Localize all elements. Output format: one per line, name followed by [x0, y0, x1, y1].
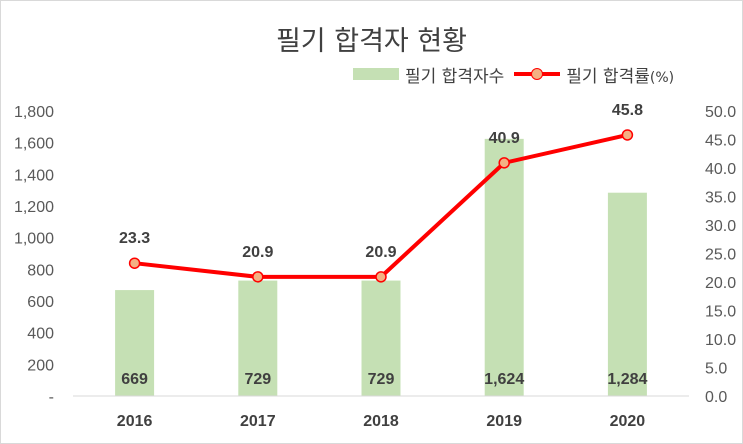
legend-item-bar: 필기 합격자수: [353, 62, 504, 87]
y-right-tick-label: 25.0: [705, 247, 736, 264]
rate-point-2019: [498, 157, 510, 169]
legend-line-swatch: [514, 67, 561, 81]
rate-data-label: 20.9: [365, 244, 396, 261]
y-left-tick-label: 1,600: [14, 136, 54, 153]
bar-data-label: 729: [368, 371, 395, 388]
y-left-tick-label: 1,000: [14, 231, 54, 248]
bar-2016: [115, 290, 155, 396]
legend-line-unit: (%): [649, 69, 675, 86]
y-right-tick-label: 30.0: [705, 218, 736, 235]
y-left-tick-label: -: [49, 389, 54, 406]
rate-data-label: 20.9: [242, 244, 273, 261]
rate-point-2017: [252, 271, 264, 283]
legend-line-label: 필기 합격률(%): [566, 62, 674, 87]
bar-data-label: 729: [244, 371, 271, 388]
x-tick-label: 2019: [486, 413, 522, 430]
bar-2018: [361, 280, 401, 396]
bar-data-label: 1,284: [607, 371, 647, 388]
rate-point-2018: [375, 271, 387, 283]
bar-data-label: 669: [121, 371, 148, 388]
x-tick-label: 2018: [363, 413, 399, 430]
y-left-tick-label: 400: [27, 326, 54, 343]
y-right-tick-label: 20.0: [705, 275, 736, 292]
y-left-tick-label: 1,200: [14, 199, 54, 216]
y-right-tick-label: 40.0: [705, 161, 736, 178]
legend-bar-label: 필기 합격자수: [405, 66, 505, 87]
rate-point-2016: [128, 257, 141, 269]
x-tick-label: 2017: [240, 413, 276, 430]
y-left-tick-label: 1,800: [14, 104, 54, 121]
chart-title: 필기 합격자 현황: [275, 26, 468, 57]
legend-item-line: 필기 합격률(%): [514, 62, 674, 87]
legend-bar-swatch: [353, 68, 399, 80]
x-tick-label: 2016: [117, 413, 153, 430]
bar-data-label: 1,624: [484, 371, 524, 388]
y-right-tick-label: 35.0: [705, 190, 736, 207]
y-right-tick-label: 50.0: [705, 104, 736, 121]
rate-data-label: 40.9: [489, 130, 520, 147]
y-right-tick-label: 0.0: [705, 389, 727, 406]
rate-point-2020: [621, 129, 634, 141]
rate-data-label: 45.8: [612, 102, 643, 119]
y-left-tick-label: 200: [27, 357, 54, 374]
y-right-tick-label: 45.0: [705, 133, 736, 150]
y-left-tick-label: 1,400: [14, 167, 54, 184]
x-tick-label: 2020: [610, 413, 646, 430]
y-right-tick-label: 10.0: [705, 332, 736, 349]
bar-2019: [484, 138, 524, 396]
chart-legend: 필기 합격자수 필기 합격률(%): [353, 62, 674, 87]
bar-2020: [607, 192, 647, 396]
y-right-tick-label: 15.0: [705, 304, 736, 321]
y-left-tick-label: 800: [27, 262, 54, 279]
rate-data-label: 23.3: [119, 230, 150, 247]
legend-line-name: 필기 합격률: [566, 66, 650, 87]
bar-2017: [238, 280, 278, 396]
y-right-tick-label: 5.0: [705, 361, 727, 378]
y-left-tick-label: 600: [27, 294, 54, 311]
